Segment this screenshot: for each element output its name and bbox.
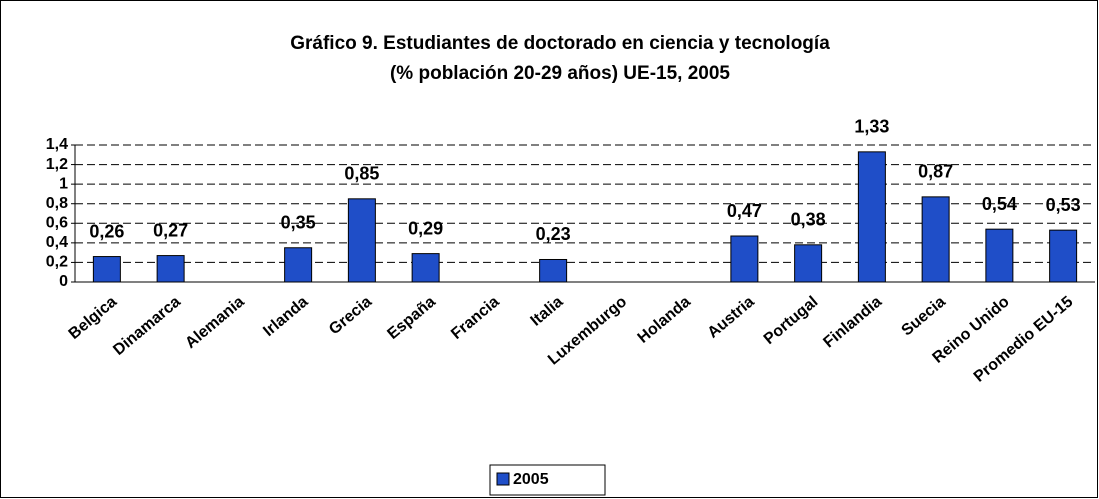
value-label: 0,27 — [153, 220, 188, 240]
value-label: 0,54 — [982, 194, 1017, 214]
bar — [347, 198, 376, 283]
chart-title: (% población 20-29 años) UE-15, 2005 — [390, 63, 730, 84]
value-label: 0,23 — [536, 224, 571, 244]
bar — [411, 253, 440, 283]
bar — [857, 151, 886, 283]
value-label: 0,38 — [791, 210, 826, 230]
bar — [92, 256, 121, 283]
bar — [539, 258, 568, 283]
bar — [284, 247, 313, 283]
y-tick-label: 0,8 — [46, 195, 68, 212]
bar — [921, 196, 950, 283]
value-label: 0,26 — [89, 221, 124, 241]
y-tick-label: 0,4 — [46, 234, 68, 251]
bar — [985, 228, 1014, 283]
value-label: 0,29 — [408, 218, 443, 238]
y-tick-label: 1,4 — [46, 136, 68, 153]
y-tick-label: 0 — [59, 273, 68, 290]
bar — [1049, 229, 1078, 283]
chart-title: Gráfico 9. Estudiantes de doctorado en c… — [290, 33, 830, 54]
y-tick-label: 1,2 — [46, 156, 68, 173]
bar — [156, 255, 185, 283]
bar — [730, 235, 759, 283]
value-label: 0,87 — [918, 162, 953, 182]
legend-swatch — [496, 472, 510, 486]
value-label: 0,53 — [1046, 195, 1081, 215]
value-label: 0,47 — [727, 201, 762, 221]
bar — [794, 244, 823, 283]
y-tick-label: 1 — [59, 175, 68, 192]
value-label: 0,35 — [281, 213, 316, 233]
y-tick-label: 0,6 — [46, 215, 68, 232]
legend-label: 2005 — [513, 471, 549, 488]
y-tick-label: 0,2 — [46, 254, 68, 271]
value-label: 1,33 — [854, 117, 889, 137]
value-label: 0,85 — [344, 164, 379, 184]
